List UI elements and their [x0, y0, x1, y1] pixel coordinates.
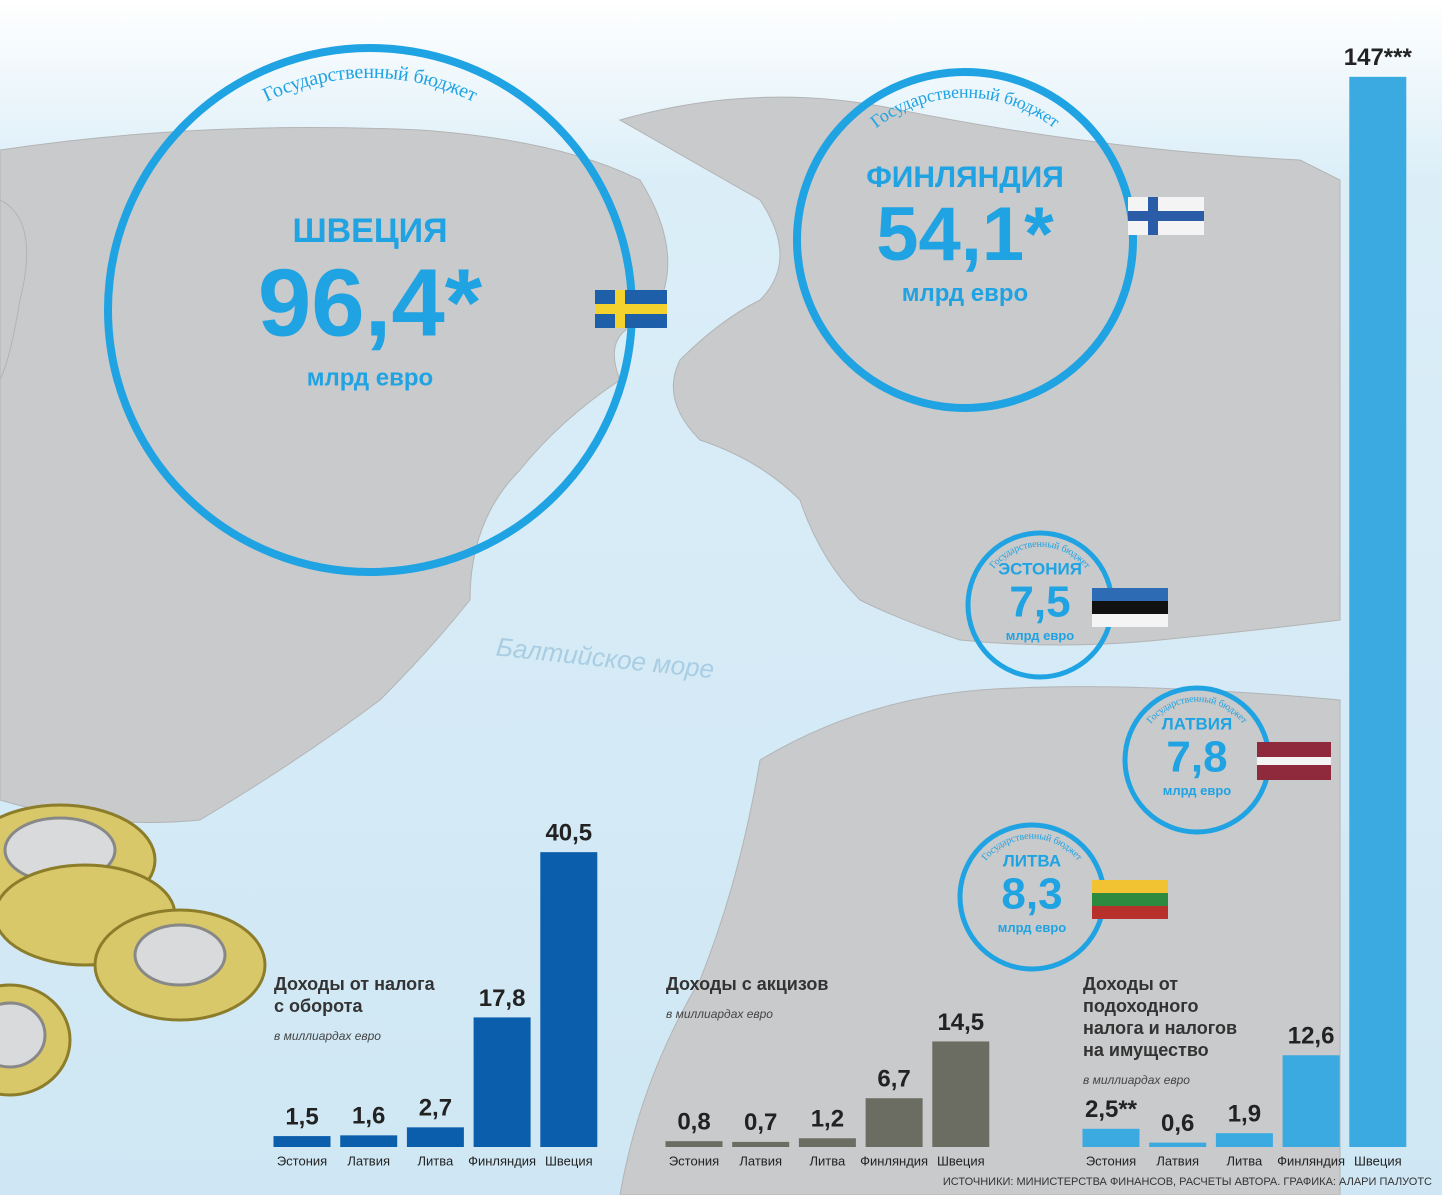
chart-title: на имущество	[1083, 1040, 1209, 1060]
value-label: 6,7	[877, 1066, 910, 1093]
flag-stripe	[1092, 601, 1168, 614]
flag-stripe	[1092, 906, 1168, 919]
flag-stripe	[1092, 614, 1168, 627]
value-label: 1,6	[352, 1103, 385, 1130]
x-tick-label: Латвия	[347, 1153, 390, 1168]
x-tick-label: Швеция	[1354, 1153, 1402, 1168]
x-tick-label: Латвия	[1156, 1153, 1199, 1168]
x-tick-label: Эстония	[669, 1153, 719, 1168]
flag-cross	[595, 304, 667, 314]
budget-unit: млрд евро	[1006, 628, 1075, 643]
value-label: 12,6	[1288, 1023, 1335, 1050]
chart-subtitle: в миллиардах евро	[1083, 1073, 1190, 1087]
budget-unit: млрд евро	[1163, 783, 1232, 798]
x-tick-label: Эстония	[1086, 1153, 1136, 1168]
chart-subtitle: в миллиардах евро	[274, 1029, 381, 1043]
x-tick-label: Финляндия	[468, 1153, 536, 1168]
budget-unit: млрд евро	[307, 364, 433, 391]
x-tick-label: Литва	[810, 1153, 847, 1168]
coins	[0, 803, 267, 1097]
x-tick-label: Финляндия	[1277, 1153, 1345, 1168]
x-tick-label: Латвия	[739, 1153, 782, 1168]
bar	[665, 1141, 723, 1147]
value-label: 0,8	[677, 1109, 710, 1136]
bar	[1082, 1128, 1140, 1147]
value-label: 17,8	[479, 985, 526, 1012]
value-label: 2,5**	[1085, 1096, 1138, 1123]
budget-value: 96,4*	[258, 249, 483, 356]
x-tick-label: Эстония	[277, 1153, 327, 1168]
bar-chart: Доходы с акцизов в миллиардах евро 0,8 Эсто…	[665, 974, 990, 1168]
budget-country: ЭСТОНИЯ	[998, 559, 1082, 578]
bar	[932, 1041, 990, 1147]
chart-title: Доходы с акцизов	[666, 974, 828, 994]
value-label: 14,5	[937, 1009, 984, 1036]
flag-stripe	[1092, 588, 1168, 601]
x-tick-label: Литва	[418, 1153, 455, 1168]
chart-title: налога и налогов	[1083, 1018, 1237, 1038]
chart-title: Доходы от	[1083, 974, 1178, 994]
value-label: 147***	[1344, 44, 1413, 71]
value-label: 40,5	[545, 820, 592, 847]
budget-unit: млрд евро	[902, 280, 1028, 307]
bar	[540, 852, 598, 1147]
bar	[865, 1098, 923, 1147]
x-tick-label: Литва	[1227, 1153, 1264, 1168]
x-tick-label: Швеция	[937, 1153, 985, 1168]
x-tick-label: Финляндия	[860, 1153, 928, 1168]
flag-stripe	[1092, 880, 1168, 893]
chart-title: с оборота	[274, 996, 363, 1016]
budget-country: ФИНЛЯНДИЯ	[866, 161, 1064, 194]
x-tick-label: Швеция	[545, 1153, 593, 1168]
budget-value: 7,8	[1166, 733, 1227, 782]
value-label: 1,2	[811, 1106, 844, 1133]
value-label: 0,6	[1161, 1110, 1194, 1137]
bar	[732, 1141, 790, 1147]
budget-country: ЛИТВА	[1003, 851, 1061, 870]
chart-title: подоходного	[1083, 996, 1198, 1016]
budget-unit: млрд евро	[998, 920, 1067, 935]
flag-stripe	[1092, 893, 1168, 906]
chart-title: Доходы от налога	[274, 974, 436, 994]
bar	[406, 1127, 464, 1147]
bar	[1149, 1142, 1207, 1147]
bar	[473, 1017, 531, 1147]
bar	[1215, 1133, 1273, 1147]
bar	[340, 1135, 398, 1147]
budget-value: 8,3	[1001, 870, 1062, 919]
value-label: 1,5	[285, 1103, 318, 1130]
value-label: 2,7	[419, 1095, 452, 1122]
value-label: 1,9	[1228, 1101, 1261, 1128]
budget-value: 54,1*	[876, 192, 1054, 277]
bar	[273, 1136, 331, 1147]
budget-value: 7,5	[1009, 578, 1070, 627]
bar	[798, 1138, 856, 1147]
flag-stripe	[1257, 757, 1331, 765]
budget-country: ЛАТВИЯ	[1162, 714, 1232, 733]
chart-subtitle: в миллиардах евро	[666, 1007, 773, 1021]
flag-cross	[1128, 211, 1204, 221]
source: ИСТОЧНИКИ: МИНИСТЕРСТВА ФИНАНСОВ, РАСЧЕТ…	[943, 1176, 1432, 1188]
budget-country: ШВЕЦИЯ	[292, 212, 447, 250]
bar	[1349, 76, 1407, 1148]
value-label: 0,7	[744, 1109, 777, 1136]
bar	[1282, 1055, 1340, 1147]
budget-circle	[793, 68, 1137, 412]
